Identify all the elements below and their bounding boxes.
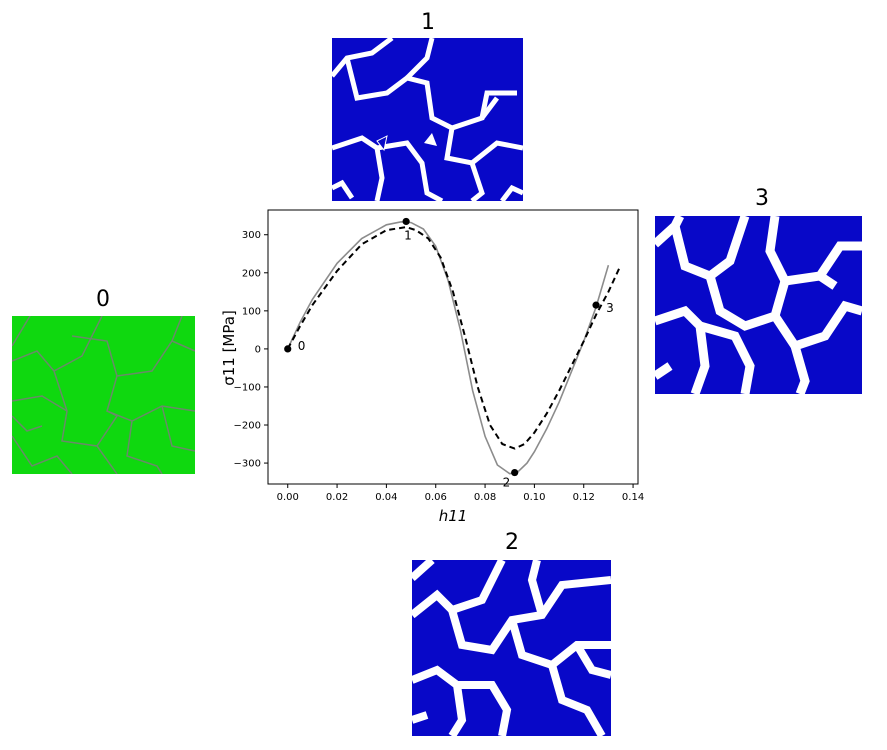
state-0-tile bbox=[12, 316, 195, 474]
y-tick-label: −300 bbox=[234, 459, 261, 470]
state-3-tile bbox=[655, 216, 862, 394]
x-tick-label: 0.12 bbox=[573, 492, 595, 503]
state-1-tile bbox=[332, 38, 523, 201]
y-tick-label: −200 bbox=[234, 421, 261, 432]
plot-frame bbox=[267, 209, 639, 485]
stress-strain-plot: 0.00 0.02 0.04 0.06 0.08 0.10 0.12 0.14 −300 −200… bbox=[220, 209, 644, 525]
state-2-tile bbox=[412, 560, 611, 736]
y-tick-label: 100 bbox=[242, 306, 261, 317]
x-tick-label: 0.04 bbox=[375, 492, 397, 503]
x-axis-label: h11 bbox=[439, 507, 468, 525]
y-tick-label: 200 bbox=[242, 268, 261, 279]
state-marker-label-1: 1 bbox=[404, 228, 412, 242]
y-tick-label: −100 bbox=[234, 382, 261, 393]
state-marker-label-2: 2 bbox=[503, 476, 511, 490]
x-tick-label: 0.00 bbox=[277, 492, 299, 503]
state-marker-3 bbox=[592, 301, 600, 309]
state-2-label: 2 bbox=[505, 530, 519, 555]
x-tick-label: 0.14 bbox=[622, 492, 644, 503]
state-marker-0 bbox=[284, 345, 292, 353]
x-tick-label: 0.08 bbox=[474, 492, 496, 503]
state-marker-label-3: 3 bbox=[606, 301, 614, 315]
y-tick-label: 300 bbox=[242, 230, 261, 241]
state-marker-1 bbox=[402, 217, 410, 226]
state-0-label: 0 bbox=[96, 287, 110, 312]
state-marker-2 bbox=[511, 468, 519, 477]
state-1-label: 1 bbox=[421, 10, 435, 35]
x-tick-label: 0.02 bbox=[326, 492, 348, 503]
state-marker-label-0: 0 bbox=[298, 339, 306, 353]
x-tick-label: 0.06 bbox=[425, 492, 447, 503]
y-axis-label: σ11 [MPa] bbox=[220, 310, 238, 386]
state-3-label: 3 bbox=[755, 186, 769, 211]
solid-curve bbox=[286, 220, 610, 475]
x-tick-label: 0.10 bbox=[523, 492, 545, 503]
y-tick-label: 0 bbox=[255, 344, 261, 355]
